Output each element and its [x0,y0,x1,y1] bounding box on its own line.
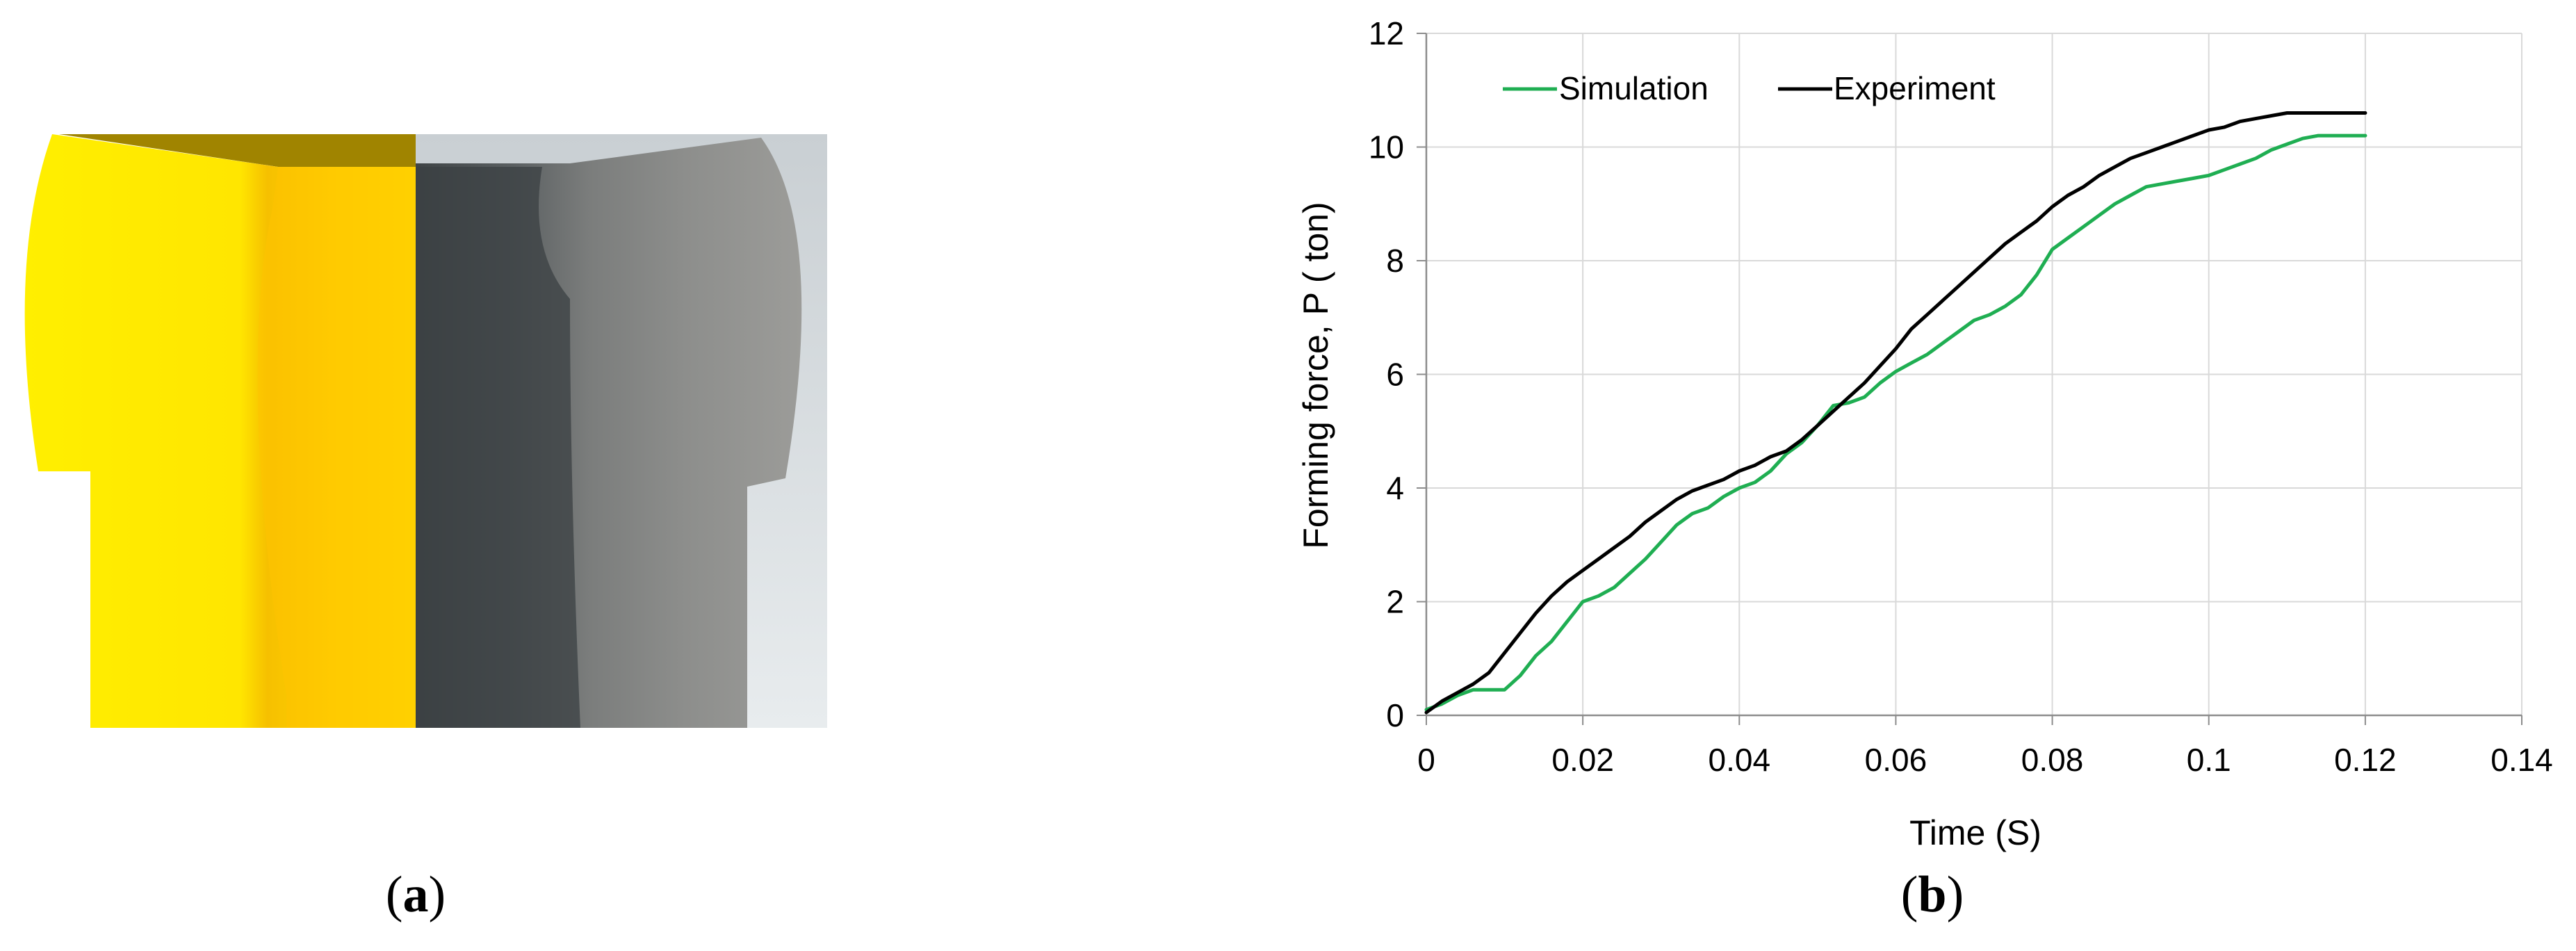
y-tick-label: 10 [1369,129,1404,165]
y-axis-label: Forming force, P ( ton) [1296,202,1335,548]
specimen-top-shadow [59,134,416,167]
y-tick-label: 12 [1369,15,1404,51]
y-tick-label: 2 [1386,584,1404,620]
forming-force-chart: 0 0.02 0.04 0.06 0.08 0.1 0.12 0.14 0 2 4 6 8 10 12 T… [1296,15,2553,852]
series-line-experiment [1424,111,2367,715]
x-axis-label: Time (S) [1909,813,2041,852]
legend-experiment-label: Experiment [1834,70,1996,106]
panel-b-caption-close: ) [1946,866,1964,923]
legend: Simulation Experiment [1503,70,1996,106]
steel-bore-edge [416,167,580,728]
y-tick-label: 6 [1386,357,1404,393]
x-tick-label: 0.04 [1709,742,1771,778]
x-tick-label: 0.06 [1865,742,1927,778]
panel-a-caption: (a) [346,865,485,925]
y-tick-labels: 0 2 4 6 8 10 12 [1369,15,1404,733]
y-tick-label: 8 [1386,243,1404,279]
panel-a-caption-letter: a [402,866,429,923]
x-tick-label: 0.1 [2187,742,2231,778]
panel-a-specimen [24,134,827,728]
x-tick-label: 0.08 [2021,742,2084,778]
x-tick-labels: 0 0.02 0.04 0.06 0.08 0.1 0.12 0.14 [1417,742,2553,778]
panel-b-caption: (b) [1863,865,2002,925]
x-tick-label: 0.12 [2334,742,2397,778]
panel-b-caption-letter: b [1918,866,1947,923]
x-tick-label: 0 [1417,742,1435,778]
y-tick-label: 4 [1386,470,1404,506]
x-tick-label: 0.14 [2491,742,2553,778]
simulation-specimen [24,134,416,728]
panel-a-caption-open: ( [385,866,403,923]
panel-b-caption-open: ( [1900,866,1918,923]
y-tick-label: 0 [1386,697,1404,733]
specimen-inner-bore [257,167,416,728]
series-line-simulation [1424,133,2367,712]
axes [1417,33,2522,725]
panel-a-caption-close: ) [428,866,446,923]
series-lines [1424,111,2367,715]
x-tick-label: 0.02 [1551,742,1614,778]
experimental-specimen [416,134,827,728]
legend-simulation-label: Simulation [1559,70,1709,106]
